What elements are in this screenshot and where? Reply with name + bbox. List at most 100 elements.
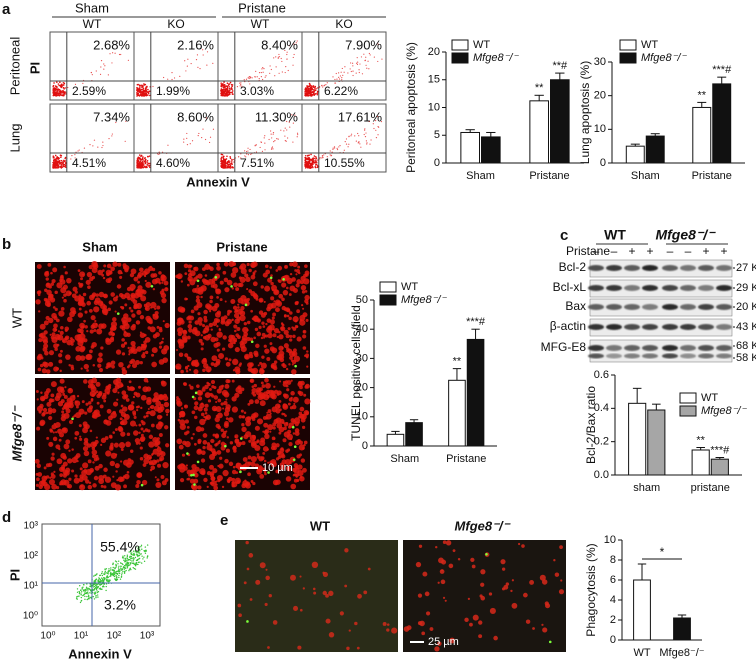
flow-event [228, 166, 230, 168]
cell [261, 363, 267, 369]
flow-event [286, 59, 287, 60]
significance: ***# [710, 444, 730, 456]
cell [386, 628, 389, 631]
cell [219, 457, 222, 460]
flow-event [110, 572, 111, 573]
cell [96, 293, 99, 296]
cell [88, 459, 92, 463]
group-label: Pristane [238, 0, 286, 15]
flow-event [308, 88, 310, 90]
flow-event [53, 157, 55, 159]
cell [50, 297, 55, 302]
cell [202, 369, 205, 372]
flow-event [342, 68, 343, 69]
flow-event [246, 153, 247, 154]
cell [281, 322, 283, 324]
flow-event [137, 159, 139, 161]
flow-event [256, 151, 257, 152]
cell [518, 543, 520, 545]
flow-event [346, 138, 347, 139]
cell [197, 449, 202, 454]
bar [648, 410, 665, 475]
cell [229, 358, 232, 361]
cell [179, 412, 183, 416]
quadrant-percent: 2.68% [93, 37, 130, 52]
cell [86, 369, 89, 372]
cell [93, 364, 96, 367]
cell [142, 386, 148, 392]
cell [90, 329, 94, 333]
flow-event [362, 73, 363, 74]
cell [109, 435, 113, 439]
cell [40, 420, 46, 426]
cell [140, 427, 143, 430]
cell [69, 292, 72, 295]
cell [268, 409, 272, 413]
flow-event [202, 129, 203, 130]
cell [313, 588, 316, 591]
axis-label: Annexin V [68, 646, 132, 661]
panel-letter: e [220, 512, 228, 529]
blot-band [624, 304, 640, 310]
flow-event [115, 564, 116, 565]
flow-event [306, 166, 308, 168]
cell [264, 301, 266, 303]
flow-event [184, 60, 185, 61]
cell [143, 454, 149, 460]
flow-event [334, 79, 335, 80]
flow-event [351, 134, 352, 135]
cell [93, 263, 99, 269]
cell [176, 396, 179, 399]
cell [164, 281, 169, 286]
cell [63, 480, 69, 486]
cell [292, 352, 295, 355]
cell [297, 439, 301, 443]
flow-event [65, 160, 66, 161]
flow-event [225, 90, 227, 92]
flow-event [62, 161, 63, 162]
flow-event [128, 60, 129, 61]
cell [215, 401, 217, 403]
blot-band [624, 265, 640, 271]
quadrant-percent: 17.61% [338, 109, 383, 124]
cell [95, 412, 100, 417]
cell [275, 443, 279, 447]
cell [211, 380, 215, 384]
cell [140, 332, 142, 334]
cell [233, 446, 236, 449]
flow-event [145, 546, 146, 547]
flow-event [97, 584, 98, 585]
cell [287, 448, 290, 451]
y-tick-label: 2 [610, 614, 616, 626]
flow-event [222, 156, 224, 158]
cell-green [240, 437, 243, 440]
flow-event [365, 57, 366, 58]
flow-event [264, 149, 265, 150]
quadrant-percent: 3.03% [240, 84, 274, 98]
cell [269, 266, 272, 269]
genotype-label: WT [83, 17, 102, 31]
flow-event [230, 89, 231, 90]
cell [86, 280, 91, 285]
cell [49, 479, 55, 485]
cell [435, 546, 437, 548]
cell [61, 307, 65, 311]
cell [297, 646, 301, 650]
cell [272, 406, 278, 412]
cell [500, 559, 505, 564]
flow-event [58, 83, 60, 85]
cell [69, 311, 75, 317]
flow-event [63, 161, 65, 163]
flow-event [213, 129, 214, 130]
cell [144, 334, 147, 337]
cell-green [292, 426, 295, 429]
blot-band [606, 345, 622, 351]
cell [53, 471, 55, 473]
flow-event [87, 589, 88, 590]
blot-band [662, 354, 678, 359]
flow-event [114, 572, 115, 573]
flow-event [337, 148, 338, 149]
cell [295, 474, 298, 477]
flow-event [317, 159, 318, 160]
cell [228, 417, 233, 422]
